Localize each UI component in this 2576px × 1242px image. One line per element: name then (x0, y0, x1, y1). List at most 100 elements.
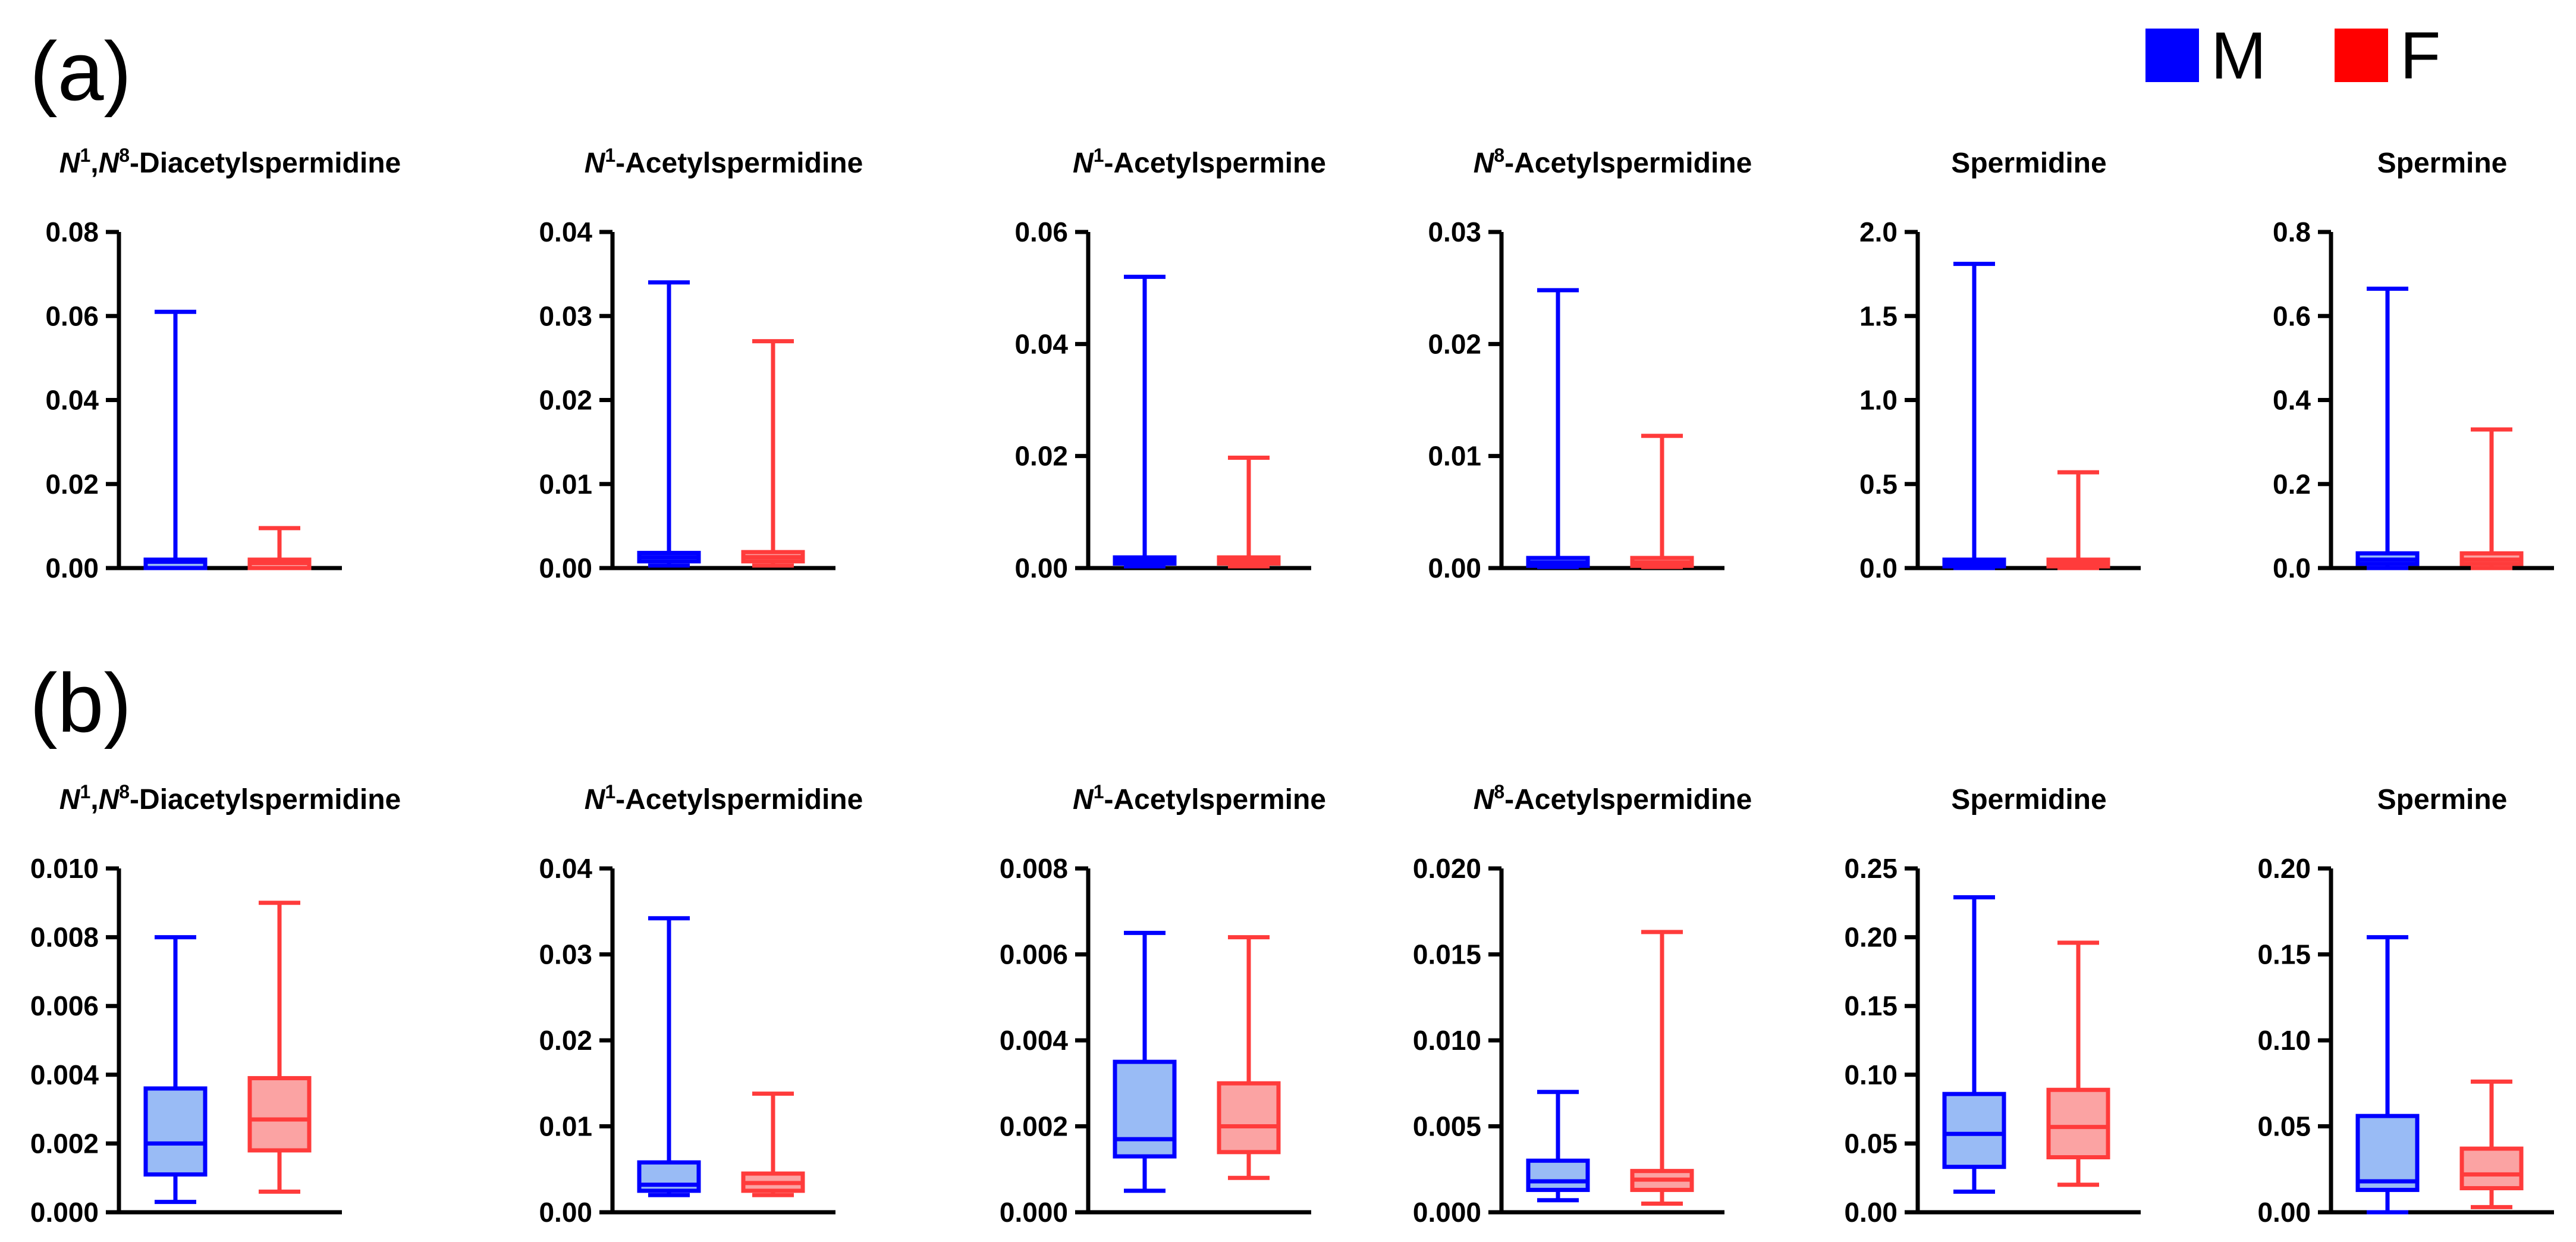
box-m (1113, 274, 1177, 569)
y-tick-label: 0.05 (1844, 1128, 1898, 1159)
y-tick-label: 0.01 (1428, 441, 1481, 472)
box-m (637, 280, 701, 568)
y-tick-label: 0.15 (2257, 939, 2311, 970)
y-tick-label: 0.6 (2273, 300, 2311, 331)
chart-a-5: Spermidine 0.0 0.5 1.0 1.5 2.0 (1859, 148, 2141, 584)
box-m (143, 309, 208, 570)
y-tick-label: 0.04 (539, 217, 592, 247)
y-tick-label: 0.020 (1413, 853, 1481, 884)
y-tick-label: 0.00 (1428, 553, 1481, 584)
y-tick-label: 0.08 (45, 217, 99, 247)
y-tick-label: 0.04 (45, 385, 99, 416)
chart-a-3: N1-Acetylspermine 0.00 0.02 0.04 0.06 (1014, 145, 1326, 584)
chart-a-2: N1-Acetylspermidine 0.00 0.01 0.02 0.03 0.04 (539, 145, 863, 584)
legend-label-f: F (2400, 18, 2440, 93)
y-tick-label: 0.02 (539, 385, 592, 416)
y-tick-label: 0.010 (1413, 1025, 1481, 1056)
y-tick-label: 0.005 (1413, 1111, 1481, 1142)
panel-label-a: (a) (30, 24, 131, 118)
chart-title: Spermine (2377, 784, 2508, 816)
box-iqr (1113, 1059, 1177, 1159)
chart-b-3: N1-Acetylspermine 0.000 0.002 0.004 0.006 0.0… (1000, 781, 1326, 1228)
box-f (247, 526, 312, 570)
legend: M F (2145, 18, 2440, 93)
box-f (741, 339, 805, 568)
y-tick-label: 0.20 (1844, 922, 1898, 953)
y-tick-label: 0.03 (1428, 217, 1481, 247)
y-tick-label: 0.25 (1844, 853, 1898, 884)
chart-title: N1-Acetylspermidine (585, 781, 863, 816)
legend-swatch-m (2145, 29, 2199, 82)
y-tick-label: 0.5 (1859, 469, 1898, 500)
chart-title: Spermidine (1951, 148, 2106, 179)
y-tick-label: 0.004 (30, 1059, 99, 1090)
box-m (1942, 895, 2006, 1194)
chart-a-4: N8-Acetylspermidine 0.00 0.01 0.02 0.03 (1428, 145, 1752, 584)
y-tick-label: 0.008 (30, 922, 99, 953)
y-tick-label: 0.04 (539, 853, 592, 884)
y-tick-label: 0.00 (45, 553, 99, 584)
y-tick-label: 0.002 (30, 1128, 99, 1159)
y-tick-label: 0.04 (1014, 328, 1068, 359)
chart-title: Spermine (2377, 148, 2508, 179)
y-tick-label: 0.2 (2273, 469, 2311, 500)
chart-b-6: Spermine 0.00 0.05 0.10 0.15 0.20 (2257, 784, 2554, 1228)
chart-title: N1,N8-Diacetylspermidine (59, 145, 401, 179)
chart-title: N8-Acetylspermidine (1474, 145, 1752, 179)
y-tick-label: 0.000 (30, 1197, 99, 1228)
chart-title: N1-Acetylspermidine (585, 145, 863, 179)
y-tick-label: 0.0 (2273, 553, 2311, 584)
y-tick-label: 0.01 (539, 469, 592, 500)
y-tick-label: 0.00 (1844, 1197, 1898, 1228)
box-f (1217, 935, 1281, 1180)
chart-b-2: N1-Acetylspermidine 0.00 0.01 0.02 0.03 0.04 (539, 781, 863, 1228)
box-m (637, 916, 701, 1197)
y-tick-label: 0.02 (1014, 441, 1068, 472)
y-tick-label: 0.00 (2257, 1197, 2311, 1228)
chart-title: N1,N8-Diacetylspermidine (59, 781, 401, 816)
y-tick-label: 0.01 (539, 1111, 592, 1142)
y-tick-label: 2.0 (1859, 217, 1898, 247)
box-iqr (143, 1086, 208, 1177)
box-iqr (2046, 1087, 2110, 1160)
y-tick-label: 0.000 (1413, 1197, 1481, 1228)
y-tick-label: 1.0 (1859, 385, 1898, 416)
y-tick-label: 0.00 (539, 553, 592, 584)
box-f (2459, 1079, 2524, 1209)
box-f (247, 901, 312, 1194)
box-m (1526, 288, 1590, 569)
box-iqr (1526, 1158, 1590, 1192)
box-f (2046, 940, 2110, 1187)
y-tick-label: 0.8 (2273, 217, 2311, 247)
y-tick-label: 0.00 (539, 1197, 592, 1228)
chart-title: N8-Acetylspermidine (1474, 781, 1752, 816)
y-tick-label: 0.06 (45, 300, 99, 331)
box-iqr (1942, 1092, 2006, 1169)
chart-b-5: Spermidine 0.00 0.05 0.10 0.15 0.20 0.25 (1844, 784, 2141, 1228)
box-f (2459, 427, 2524, 570)
y-tick-label: 0.05 (2257, 1111, 2311, 1142)
chart-a-6: Spermine 0.0 0.2 0.4 0.6 0.8 (2273, 148, 2554, 584)
y-tick-label: 0.002 (1000, 1111, 1068, 1142)
chart-title: Spermidine (1951, 784, 2106, 816)
box-m (1942, 262, 2006, 570)
y-tick-label: 0.015 (1413, 939, 1481, 970)
y-tick-label: 0.4 (2273, 385, 2311, 416)
box-iqr (2355, 1114, 2420, 1192)
chart-title: N1-Acetylspermine (1073, 145, 1326, 179)
box-f (1630, 434, 1694, 569)
chart-b-1: N1,N8-Diacetylspermidine 0.000 0.002 0.004 0… (30, 781, 401, 1228)
y-tick-label: 0.06 (1014, 217, 1068, 247)
chart-title: N1-Acetylspermine (1073, 781, 1326, 816)
y-tick-label: 0.006 (1000, 939, 1068, 970)
legend-swatch-f (2335, 29, 2388, 82)
y-tick-label: 0.0 (1859, 553, 1898, 584)
y-tick-label: 0.15 (1844, 990, 1898, 1021)
box-m (1113, 930, 1177, 1193)
y-tick-label: 0.03 (539, 300, 592, 331)
legend-label-m: M (2211, 18, 2266, 93)
y-tick-label: 0.000 (1000, 1197, 1068, 1228)
panel-label-b: (b) (30, 656, 131, 749)
box-iqr (2459, 1146, 2524, 1191)
